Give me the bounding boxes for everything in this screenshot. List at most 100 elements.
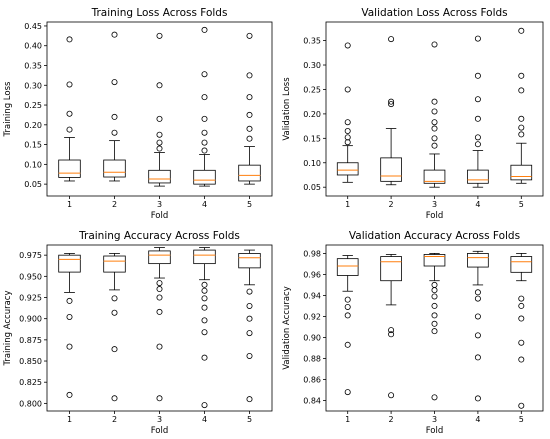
y-axis-label: Validation Loss xyxy=(282,77,292,141)
outlier-point xyxy=(246,32,253,39)
outlier-point xyxy=(344,341,351,348)
x-axis-label: Fold xyxy=(426,426,444,436)
x-tick-label: 5 xyxy=(519,415,524,424)
iqr-box xyxy=(103,159,126,178)
outlier-point xyxy=(246,330,253,337)
outlier-point xyxy=(156,280,163,287)
y-tick-label: 0.10 xyxy=(24,160,42,169)
chart-title: Validation Accuracy Across Folds xyxy=(349,230,520,242)
outlier-point xyxy=(156,294,163,301)
y-tick-label: 0.35 xyxy=(303,37,321,46)
outlier-point xyxy=(66,343,73,350)
outlier-point xyxy=(518,315,525,322)
outlier-point xyxy=(518,115,525,122)
outlier-point xyxy=(344,296,351,303)
outlier-point xyxy=(518,302,525,309)
box-fold-5 xyxy=(510,253,533,409)
x-tick-label: 2 xyxy=(112,200,117,209)
y-tick-label: 0.84 xyxy=(303,396,321,405)
x-tick-label: 1 xyxy=(67,200,72,209)
x-tick-label: 4 xyxy=(202,415,207,424)
box-fold-3 xyxy=(423,253,446,401)
y-tick-label: 0.96 xyxy=(303,270,321,279)
y-tick-label: 0.40 xyxy=(24,42,42,51)
box-fold-2 xyxy=(380,36,402,186)
y-tick-label: 0.15 xyxy=(303,134,321,143)
y-tick-label: 0.92 xyxy=(303,312,321,321)
y-tick-label: 0.90 xyxy=(303,333,321,342)
outlier-point xyxy=(431,135,438,142)
outlier-point xyxy=(474,395,481,402)
outlier-point xyxy=(111,395,118,402)
outlier-point xyxy=(246,125,253,132)
outlier-point xyxy=(344,119,351,126)
outlier-point xyxy=(66,81,73,88)
box-fold-1 xyxy=(336,255,359,396)
outlier-point xyxy=(156,145,163,152)
outlier-point xyxy=(344,134,351,141)
x-axis-label: Fold xyxy=(151,426,169,436)
outlier-point xyxy=(474,134,481,141)
box-fold-3 xyxy=(148,247,171,402)
outlier-point xyxy=(474,313,481,320)
x-tick-label: 2 xyxy=(389,200,394,209)
y-tick-label: 0.25 xyxy=(24,101,42,110)
box-fold-4 xyxy=(467,35,489,188)
iqr-box xyxy=(238,164,261,182)
outlier-point xyxy=(201,329,208,336)
outlier-point xyxy=(431,293,438,300)
outlier-point xyxy=(156,115,163,122)
outlier-point xyxy=(431,394,438,401)
outlier-point xyxy=(474,295,481,302)
outlier-point xyxy=(201,139,208,146)
box-fold-5 xyxy=(510,27,533,184)
y-axis-label: Training Accuracy xyxy=(3,290,13,366)
outlier-point xyxy=(518,356,525,363)
outlier-point xyxy=(344,127,351,134)
outlier-point xyxy=(431,281,438,288)
x-tick-label: 4 xyxy=(475,415,480,424)
box-fold-2 xyxy=(103,31,126,182)
iqr-box xyxy=(423,169,446,184)
outlier-point xyxy=(344,86,351,93)
outlier-point xyxy=(474,141,481,148)
x-tick-label: 1 xyxy=(345,200,350,209)
outlier-point xyxy=(431,98,438,105)
chart-title: Validation Loss Across Folds xyxy=(361,7,507,19)
y-tick-label: 0.15 xyxy=(24,141,42,150)
outlier-point xyxy=(201,317,208,324)
y-tick-label: 0.950 xyxy=(19,272,42,281)
outlier-point xyxy=(66,36,73,43)
y-tick-label: 0.20 xyxy=(24,121,42,130)
chart-2: Validation Loss Across Folds Fold Validati… xyxy=(282,7,544,221)
outlier-point xyxy=(431,142,438,149)
x-tick-label: 2 xyxy=(389,415,394,424)
y-tick-label: 0.875 xyxy=(19,336,42,345)
box-fold-5 xyxy=(238,32,261,185)
y-tick-label: 0.35 xyxy=(24,62,42,71)
x-tick-label: 3 xyxy=(432,200,437,209)
box-fold-4 xyxy=(467,250,489,402)
y-tick-label: 0.30 xyxy=(303,61,321,70)
outlier-point xyxy=(388,331,395,338)
iqr-box xyxy=(336,258,359,276)
outlier-point xyxy=(66,391,73,398)
box-fold-1 xyxy=(336,42,359,183)
x-tick-label: 1 xyxy=(67,415,72,424)
outlier-point xyxy=(431,328,438,335)
iqr-box xyxy=(380,157,402,182)
outlier-point xyxy=(518,131,525,138)
outlier-point xyxy=(246,135,253,142)
y-axis-label: Validation Accuracy xyxy=(282,286,292,369)
outlier-point xyxy=(388,36,395,43)
outlier-point xyxy=(344,139,351,146)
x-axis-label: Fold xyxy=(151,211,169,221)
outlier-point xyxy=(388,327,395,334)
outlier-point xyxy=(344,389,351,396)
outlier-point xyxy=(431,302,438,309)
iqr-box xyxy=(148,250,171,265)
outlier-point xyxy=(201,354,208,361)
outlier-point xyxy=(518,72,525,79)
x-tick-label: 2 xyxy=(112,415,117,424)
outlier-point xyxy=(431,119,438,126)
